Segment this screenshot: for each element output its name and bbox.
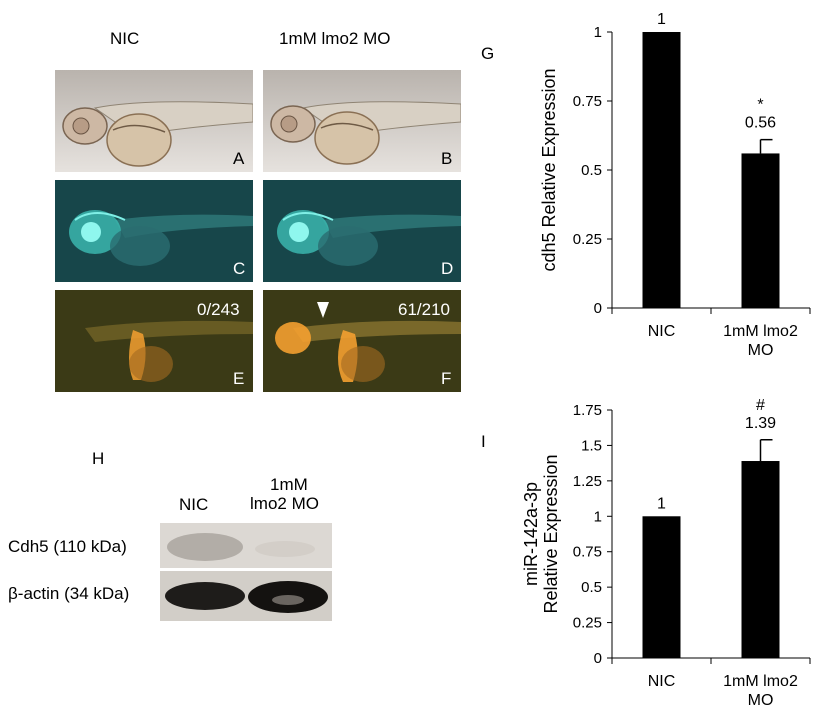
y-tick-label: 0 bbox=[594, 300, 602, 317]
panel-letter-a: A bbox=[233, 149, 245, 168]
data-label: 1.39 bbox=[745, 415, 776, 432]
y-tick-label: 0.5 bbox=[581, 579, 602, 596]
embryo-brightfield-image bbox=[55, 70, 253, 172]
panel-a-brightfield: A bbox=[55, 70, 253, 172]
significance-marker: * bbox=[757, 97, 763, 114]
x-category-label: NIC bbox=[648, 323, 676, 340]
panel-letter-c: C bbox=[233, 259, 246, 278]
significance-marker: # bbox=[756, 397, 765, 414]
y-tick-label: 0 bbox=[594, 650, 602, 667]
y-tick-label: 0.75 bbox=[573, 93, 602, 110]
bar bbox=[642, 32, 681, 308]
y-tick-label: 0.75 bbox=[573, 544, 602, 561]
count-e: 0/243 bbox=[197, 300, 240, 319]
bar bbox=[741, 153, 780, 308]
panel-c-gfp: C bbox=[55, 180, 253, 282]
col-title-nic: NIC bbox=[110, 29, 140, 48]
x-category-label: NIC bbox=[648, 673, 676, 690]
col-title-mo: 1mM lmo2 MO bbox=[279, 29, 391, 48]
chart-g-cdh5: 0 0.25 0.5 0.75 1 1 NIC 0.56* 1mM lmo2 MO cdh5 Rel… bbox=[539, 11, 811, 359]
panel-letter-f: F bbox=[441, 369, 452, 388]
panel-letter-h: H bbox=[92, 449, 105, 468]
bar bbox=[642, 516, 681, 658]
y-tick-label: 1.25 bbox=[573, 473, 602, 490]
panel-letter-i: I bbox=[481, 432, 486, 451]
x-category-label: MO bbox=[748, 692, 774, 709]
y-tick-label: 1.5 bbox=[581, 437, 602, 454]
panel-e-rfp: 0/243 E bbox=[55, 290, 253, 392]
panel-letter-g: G bbox=[481, 44, 495, 63]
y-tick-label: 0.25 bbox=[573, 615, 602, 632]
y-tick-label: 0.25 bbox=[573, 231, 602, 248]
arrowhead-icon bbox=[317, 302, 329, 318]
embryo-gfp-image bbox=[55, 180, 253, 282]
blot-cdh5-bands bbox=[160, 523, 332, 568]
embryo-rfp-image bbox=[263, 290, 461, 392]
y-axis-title: miR-142a-3p bbox=[521, 482, 541, 586]
panel-d-gfp: D bbox=[263, 180, 461, 282]
panel-letter-b: B bbox=[441, 149, 453, 168]
y-axis-title: Relative Expression bbox=[541, 454, 561, 613]
y-tick-label: 1.75 bbox=[573, 402, 602, 419]
embryo-brightfield-image bbox=[263, 70, 461, 172]
wb-col-mo-line2: lmo2 MO bbox=[250, 494, 319, 513]
blot-cdh5 bbox=[160, 523, 332, 568]
panel-letter-e: E bbox=[233, 369, 245, 388]
panel-f-rfp: 61/210 F bbox=[263, 290, 461, 392]
x-category-label: 1mM lmo2 bbox=[723, 673, 798, 690]
data-label: 1 bbox=[657, 495, 666, 512]
y-tick-label: 1 bbox=[594, 508, 602, 525]
count-f: 61/210 bbox=[398, 300, 450, 319]
y-tick-label: 1 bbox=[594, 24, 602, 41]
x-category-label: 1mM lmo2 bbox=[723, 323, 798, 340]
wb-row-actin: β-actin (34 kDa) bbox=[8, 584, 130, 603]
wb-col-nic: NIC bbox=[179, 495, 209, 514]
data-label: 0.56 bbox=[745, 115, 776, 132]
embryo-rfp-image bbox=[55, 290, 253, 392]
wb-row-cdh5: Cdh5 (110 kDa) bbox=[8, 537, 127, 556]
x-category-label: MO bbox=[748, 342, 774, 359]
panel-letter-d: D bbox=[441, 259, 454, 278]
bar bbox=[741, 461, 780, 658]
y-axis-title: cdh5 Relative Expression bbox=[539, 68, 559, 271]
y-tick-label: 0.5 bbox=[581, 162, 602, 179]
embryo-gfp-image bbox=[263, 180, 461, 282]
blot-actin bbox=[160, 571, 332, 621]
panel-b-brightfield: B bbox=[263, 70, 461, 172]
wb-col-mo-line1: 1mM bbox=[270, 475, 308, 494]
blot-actin-bands bbox=[160, 571, 332, 621]
data-label: 1 bbox=[657, 11, 666, 28]
chart-i-mir142: 0 0.25 0.5 0.75 1 1.25 1.5 1.75 1 NIC 1.39#1mM lmo… bbox=[521, 397, 811, 709]
